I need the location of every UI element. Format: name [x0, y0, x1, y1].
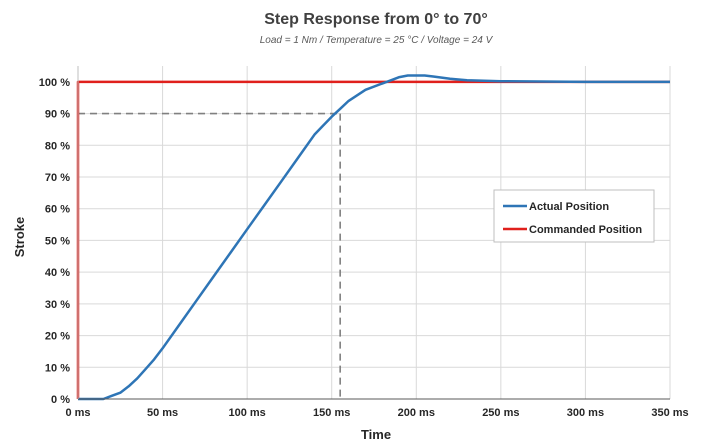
- y-axis-ticks: 0 % 10 % 20 % 30 % 40 % 50 % 60 % 70 % 80 % 90 % 1…: [39, 77, 70, 406]
- x-tick-label: 300 ms: [567, 407, 604, 419]
- y-tick-label: 50 %: [45, 235, 70, 247]
- y-tick-label: 40 %: [45, 267, 70, 279]
- series-line-actual-position: [78, 74, 670, 401]
- x-axis-title: Time: [361, 427, 391, 442]
- y-tick-label: 30 %: [45, 299, 70, 311]
- y-tick-label: 60 %: [45, 204, 70, 216]
- legend-box: [493, 189, 655, 243]
- legend: Actual Position Commanded Position: [493, 189, 655, 243]
- x-tick-label: 50 ms: [147, 407, 178, 419]
- y-tick-label: 80 %: [45, 140, 70, 152]
- x-tick-label: 100 ms: [228, 407, 265, 419]
- x-tick-label: 350 ms: [651, 407, 688, 419]
- y-tick-label: 100 %: [39, 77, 70, 89]
- y-tick-label: 10 %: [45, 362, 70, 374]
- chart-subtitle: Load = 1 Nm / Temperature = 25 °C / Volt…: [260, 35, 494, 46]
- reference-lines: [78, 112, 341, 399]
- x-tick-label: 250 ms: [482, 407, 519, 419]
- y-axis-title: Stroke: [12, 217, 27, 257]
- y-tick-label: 70 %: [45, 172, 70, 184]
- x-axis-ticks: 0 ms 50 ms 100 ms 150 ms 200 ms 250 ms 300 ms 3…: [65, 407, 688, 419]
- y-tick-label: 90 %: [45, 109, 70, 121]
- legend-label-commanded-position: Commanded Position: [529, 224, 642, 236]
- x-tick-label: 150 ms: [313, 407, 350, 419]
- x-tick-label: 0 ms: [65, 407, 90, 419]
- x-tick-label: 200 ms: [398, 407, 435, 419]
- axes: [77, 66, 670, 400]
- y-tick-label: 20 %: [45, 331, 70, 343]
- chart-title: Step Response from 0° to 70°: [264, 11, 488, 28]
- legend-label-actual-position: Actual Position: [529, 201, 609, 213]
- y-tick-label: 0 %: [51, 394, 70, 406]
